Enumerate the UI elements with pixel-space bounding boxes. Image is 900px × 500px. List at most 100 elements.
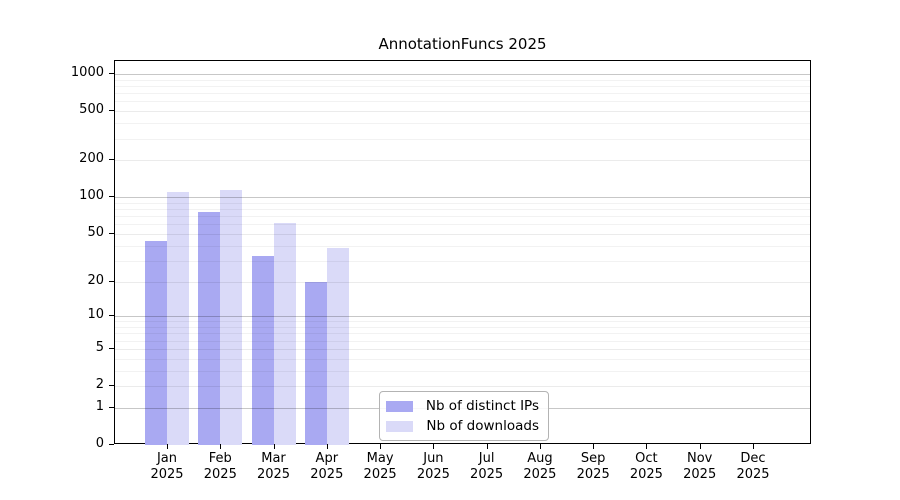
x-tick-label-month: Aug [527,451,553,466]
x-tick-label: Jul 2025 [457,451,517,482]
y-tick-label: 200 [79,151,104,167]
x-tick [433,444,435,449]
gridline-minor [115,340,810,342]
gridline-minor [115,333,810,335]
x-tick-label-year: 2025 [523,466,557,482]
y-tick-label: 2 [95,377,104,392]
x-tick-label-month: Jul [478,451,495,466]
x-tick-label: Sep 2025 [563,451,623,482]
x-tick-label: Apr 2025 [297,451,357,482]
gridline [115,386,810,387]
gridline-minor [115,245,810,247]
x-tick-label: May 2025 [350,451,410,482]
x-tick-label-month: Dec [740,451,766,466]
bar-downloads-jan [167,192,189,445]
gridline-minor [115,358,810,360]
plot-area: Nb of distinct IPs Nb of downloads [114,60,811,445]
gridline-minor [115,79,810,81]
x-tick [486,444,488,449]
x-tick [167,444,168,449]
x-tick [273,444,275,449]
legend-item-downloads: Nb of downloads [386,418,539,434]
gridline [115,348,810,350]
x-tick [753,444,754,449]
x-tick [220,444,222,449]
y-tick-label: 50 [87,224,104,240]
gridline-minor [115,321,810,323]
y-tick-label: 10 [87,307,104,323]
legend-swatch-distinct-ips [386,400,413,412]
legend-item-distinct-ips: Nb of distinct IPs [386,398,539,414]
y-tick [109,444,114,445]
x-tick [699,444,701,449]
x-tick [646,444,648,449]
x-tick-label-year: 2025 [256,466,291,482]
gridline [115,160,810,162]
gridline-minor [115,370,810,372]
x-tick-label: Aug 2025 [510,451,570,482]
y-tick [109,315,114,317]
y-tick [109,280,114,282]
bar-downloads-mar [273,223,296,445]
grid-layer [115,61,810,443]
y-tick [109,73,114,74]
y-tick-label: 20 [87,272,104,288]
x-tick-label-month: Oct [635,451,658,466]
x-tick-label-month: Apr [315,451,339,466]
x-tick-label: Dec 2025 [723,451,783,482]
gridline-decade [115,197,810,199]
y-tick [109,232,114,234]
y-tick [109,347,114,349]
x-tick-label-year: 2025 [683,466,717,482]
x-tick-label-year: 2025 [470,466,504,482]
gridline-minor [115,123,810,125]
x-tick [593,444,595,449]
bar-distinct-ips-feb [198,212,221,445]
legend-label-distinct-ips: Nb of distinct IPs [425,398,539,414]
x-tick-label-year: 2025 [150,466,184,482]
x-tick-label-month: Jan [156,451,178,466]
gridline [115,111,810,113]
x-tick-label: Oct 2025 [616,451,676,482]
x-tick-label-year: 2025 [363,466,397,482]
gridline-decade [115,74,810,75]
x-tick [380,444,382,449]
bar-distinct-ips-jan [145,240,167,445]
x-tick-label-month: Nov [687,451,713,466]
y-tick [109,196,114,198]
x-tick-label-month: Mar [261,451,286,466]
chart-title: AnnotationFuncs 2025 [378,35,547,53]
gridline-minor [115,216,810,218]
x-tick [539,444,541,449]
x-tick-label: Jan 2025 [137,451,197,482]
x-tick-label: Jun 2025 [403,451,463,482]
gridline-minor [115,209,810,210]
bars-layer [115,61,810,445]
gridline-minor [115,224,810,226]
x-tick-label-year: 2025 [629,466,663,482]
gridline-minor [115,260,810,262]
y-tick-label: 1000 [70,65,104,80]
x-tick-label: Mar 2025 [244,451,304,482]
x-tick-label-year: 2025 [576,466,610,482]
x-tick-label-year: 2025 [736,466,770,482]
x-tick-label-month: Sep [580,451,606,466]
gridline-minor [115,138,810,140]
y-tick [109,159,114,161]
x-tick-label-month: Jun [423,451,444,466]
y-tick-label: 100 [79,188,104,204]
x-tick-label-month: May [366,451,394,466]
gridline-minor [115,202,810,204]
x-tick-label-year: 2025 [203,466,237,482]
gridline-minor [115,86,810,87]
y-tick [109,406,114,408]
gridline [115,281,810,283]
x-tick [326,444,328,449]
y-tick-label: 5 [95,339,104,355]
x-tick-label: Nov 2025 [670,451,730,482]
y-tick-label: 500 [79,102,104,118]
y-tick-label: 0 [95,436,104,451]
y-tick [109,110,114,112]
legend: Nb of distinct IPs Nb of downloads [379,391,549,441]
